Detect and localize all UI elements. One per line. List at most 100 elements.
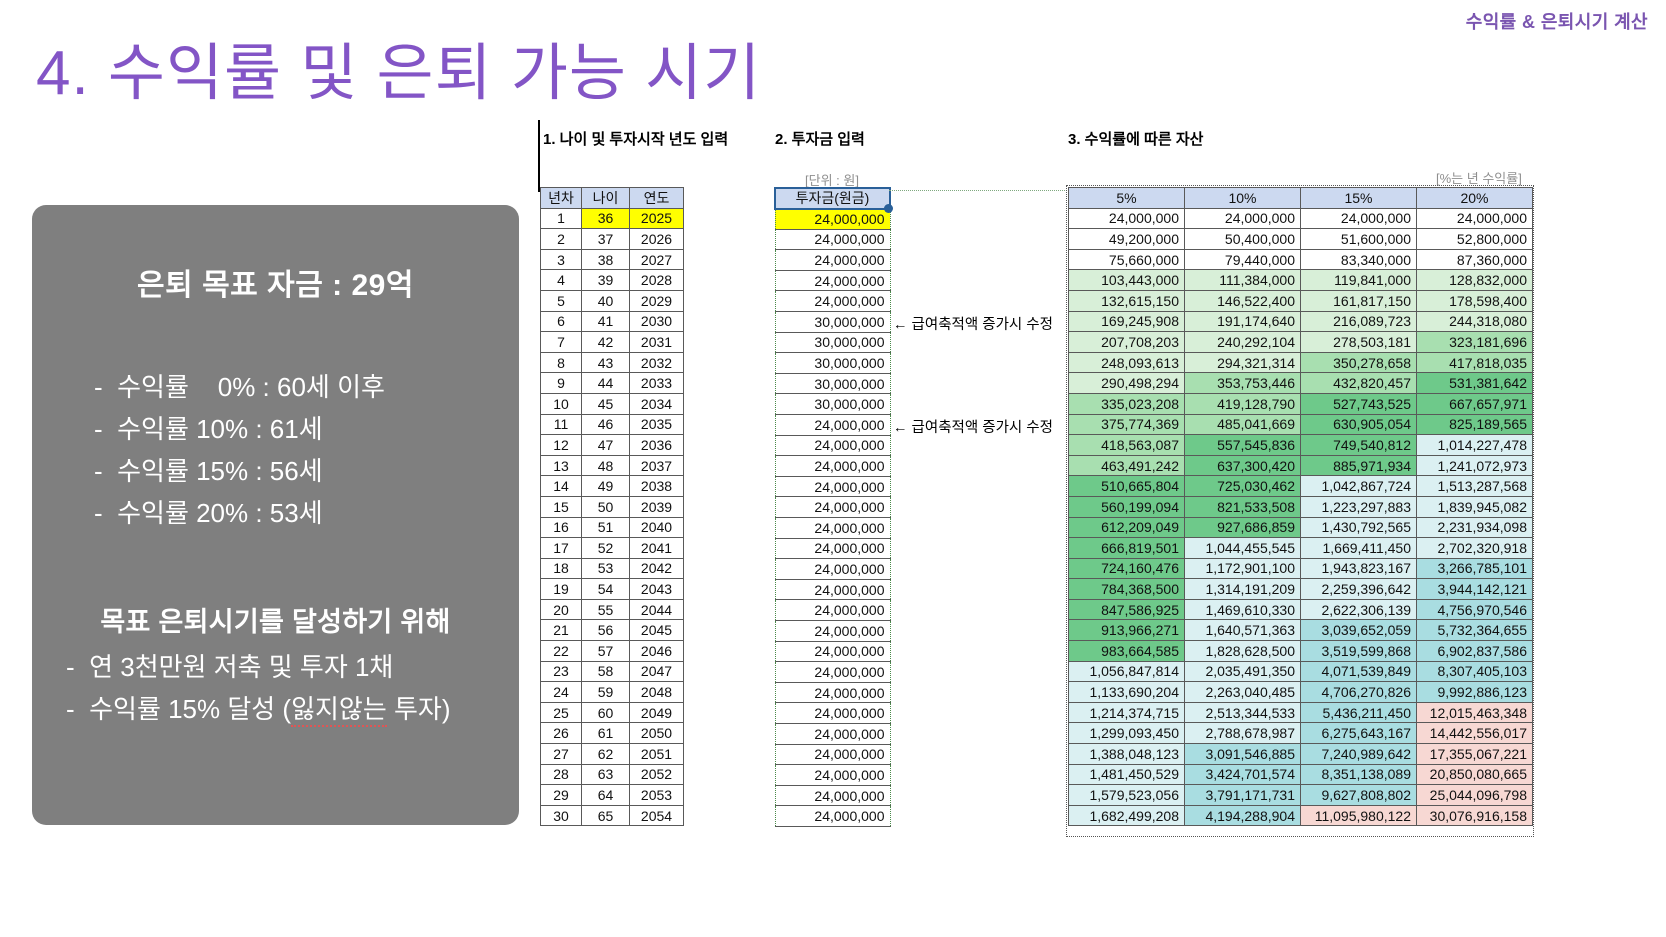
asset-cell[interactable]: 825,189,565 xyxy=(1416,413,1533,436)
asset-cell[interactable]: 983,664,585 xyxy=(1068,640,1185,662)
asset-cell[interactable]: 8,307,405,103 xyxy=(1416,660,1533,683)
investment-cell[interactable]: 24,000,000 xyxy=(774,290,891,313)
asset-cell[interactable]: 111,384,000 xyxy=(1184,269,1301,291)
asset-cell[interactable]: 335,023,208 xyxy=(1068,392,1185,415)
table-row[interactable]: 24,000,000 xyxy=(774,475,891,498)
table-row[interactable]: 24,000,000 xyxy=(774,517,891,539)
age-cell[interactable]: 41 xyxy=(581,310,630,333)
age-cell[interactable]: 10 xyxy=(540,392,582,415)
asset-cell[interactable]: 244,318,080 xyxy=(1416,310,1533,333)
investment-cell[interactable]: 24,000,000 xyxy=(774,414,891,436)
table-row[interactable]: 169,245,908 191,174,640 216,089,723 244,318… xyxy=(1068,310,1533,333)
asset-cell[interactable]: 1,513,287,568 xyxy=(1416,475,1533,497)
age-year-table[interactable]: 년차 나이 연도 1 36 2025 2 37 2026 3 38 2027 4 39 2028 5 40 20… xyxy=(540,187,684,827)
age-cell[interactable]: 25 xyxy=(540,701,582,724)
table-row[interactable]: 30,000,000 xyxy=(774,372,891,395)
asset-cell[interactable]: 30,076,916,158 xyxy=(1416,804,1533,827)
age-cell[interactable]: 2050 xyxy=(629,722,684,745)
age-cell[interactable]: 3 xyxy=(540,248,582,271)
table-row[interactable]: 27 62 2051 xyxy=(540,743,684,765)
asset-cell[interactable]: 3,039,652,059 xyxy=(1300,619,1417,642)
age-cell[interactable]: 47 xyxy=(581,434,630,456)
asset-cell[interactable]: 1,682,499,208 xyxy=(1068,804,1185,827)
age-cell[interactable]: 2053 xyxy=(629,784,684,806)
age-cell[interactable]: 2040 xyxy=(629,516,684,539)
asset-cell[interactable]: 630,905,054 xyxy=(1300,413,1417,436)
asset-cell[interactable]: 5,732,364,655 xyxy=(1416,619,1533,642)
asset-cell[interactable]: 3,944,142,121 xyxy=(1416,578,1533,600)
investment-cell[interactable]: 24,000,000 xyxy=(774,681,891,704)
asset-cell[interactable]: 87,360,000 xyxy=(1416,248,1533,271)
table-row[interactable]: 983,664,585 1,828,628,500 3,519,599,868 6,9… xyxy=(1068,640,1533,662)
investment-cell[interactable]: 24,000,000 xyxy=(774,249,891,271)
age-cell[interactable]: 59 xyxy=(581,681,630,703)
asset-cell[interactable]: 749,540,812 xyxy=(1300,434,1417,456)
age-cell[interactable]: 2043 xyxy=(629,578,684,600)
age-cell[interactable]: 15 xyxy=(540,495,582,518)
asset-cell[interactable]: 666,819,501 xyxy=(1068,537,1185,559)
age-cell[interactable]: 40 xyxy=(581,289,630,312)
table-row[interactable]: 28 63 2052 xyxy=(540,763,684,786)
investment-cell[interactable]: 24,000,000 xyxy=(774,269,891,292)
age-cell[interactable]: 19 xyxy=(540,578,582,600)
investment-cell[interactable]: 24,000,000 xyxy=(774,434,891,457)
asset-cell[interactable]: 637,300,420 xyxy=(1184,454,1301,477)
age-cell[interactable]: 22 xyxy=(540,640,582,662)
asset-cell[interactable]: 132,615,150 xyxy=(1068,289,1185,312)
table-row[interactable]: 24,000,000 xyxy=(774,681,891,704)
age-cell[interactable]: 2054 xyxy=(629,804,684,827)
age-cell[interactable]: 57 xyxy=(581,640,630,662)
asset-cell[interactable]: 419,128,790 xyxy=(1184,392,1301,415)
asset-cell[interactable]: 290,498,294 xyxy=(1068,372,1185,394)
table-row[interactable]: 24,000,000 xyxy=(774,249,891,271)
asset-cell[interactable]: 2,622,306,139 xyxy=(1300,598,1417,621)
table-row[interactable]: 24,000,000 xyxy=(774,455,891,477)
table-row[interactable]: 12 47 2036 xyxy=(540,434,684,456)
asset-cell[interactable]: 294,321,314 xyxy=(1184,351,1301,374)
table-row[interactable]: 29 64 2053 xyxy=(540,784,684,806)
table-row[interactable]: 26 61 2050 xyxy=(540,722,684,745)
investment-cell[interactable]: 24,000,000 xyxy=(774,743,891,766)
table-row[interactable]: 30,000,000 xyxy=(774,331,891,354)
table-row[interactable]: 8 43 2032 xyxy=(540,351,684,374)
asset-cell[interactable]: 5,436,211,450 xyxy=(1300,701,1417,724)
asset-cell[interactable]: 432,820,457 xyxy=(1300,372,1417,394)
table-row[interactable]: 75,660,000 79,440,000 83,340,000 87,360,000 xyxy=(1068,248,1533,271)
age-cell[interactable]: 43 xyxy=(581,351,630,374)
age-cell[interactable]: 18 xyxy=(540,557,582,580)
age-cell[interactable]: 5 xyxy=(540,289,582,312)
investment-cell[interactable]: 24,000,000 xyxy=(774,455,891,477)
table-row[interactable]: 1,388,048,123 3,091,546,885 7,240,989,642 1… xyxy=(1068,743,1533,765)
table-row[interactable]: 375,774,369 485,041,669 630,905,054 825,189… xyxy=(1068,413,1533,436)
asset-cell[interactable]: 8,351,138,089 xyxy=(1300,763,1417,786)
table-row[interactable]: 24,000,000 xyxy=(774,661,891,683)
table-row[interactable]: 15 50 2039 xyxy=(540,495,684,518)
table-row[interactable]: 132,615,150 146,522,400 161,817,150 178,598… xyxy=(1068,289,1533,312)
asset-cell[interactable]: 1,430,792,565 xyxy=(1300,516,1417,539)
asset-cell[interactable]: 79,440,000 xyxy=(1184,248,1301,271)
asset-cell[interactable]: 1,828,628,500 xyxy=(1184,640,1301,662)
selection-anchor-dot[interactable] xyxy=(884,204,893,213)
asset-cell[interactable]: 1,056,847,814 xyxy=(1068,660,1185,683)
asset-by-rate-table[interactable]: 5% 10% 15% 20% 24,000,000 24,000,000 24,000,0… xyxy=(1068,187,1533,827)
asset-cell[interactable]: 51,600,000 xyxy=(1300,228,1417,250)
age-cell[interactable]: 48 xyxy=(581,454,630,477)
asset-cell[interactable]: 103,443,000 xyxy=(1068,269,1185,291)
age-cell[interactable]: 2033 xyxy=(629,372,684,394)
investment-cell[interactable]: 24,000,000 xyxy=(774,475,891,498)
age-cell[interactable]: 11 xyxy=(540,413,582,436)
asset-cell[interactable]: 1,014,227,478 xyxy=(1416,434,1533,456)
age-cell[interactable]: 2035 xyxy=(629,413,684,436)
asset-cell[interactable]: 4,194,288,904 xyxy=(1184,804,1301,827)
table-row[interactable]: 19 54 2043 xyxy=(540,578,684,600)
table-row[interactable]: 17 52 2041 xyxy=(540,537,684,559)
age-cell[interactable]: 38 xyxy=(581,248,630,271)
table-row[interactable]: 30 65 2054 xyxy=(540,804,684,827)
asset-cell[interactable]: 50,400,000 xyxy=(1184,228,1301,250)
asset-cell[interactable]: 169,245,908 xyxy=(1068,310,1185,333)
investment-cell[interactable]: 30,000,000 xyxy=(774,331,891,354)
asset-cell[interactable]: 1,044,455,545 xyxy=(1184,537,1301,559)
asset-cell[interactable]: 417,818,035 xyxy=(1416,351,1533,374)
age-cell[interactable]: 44 xyxy=(581,372,630,394)
asset-cell[interactable]: 2,513,344,533 xyxy=(1184,701,1301,724)
